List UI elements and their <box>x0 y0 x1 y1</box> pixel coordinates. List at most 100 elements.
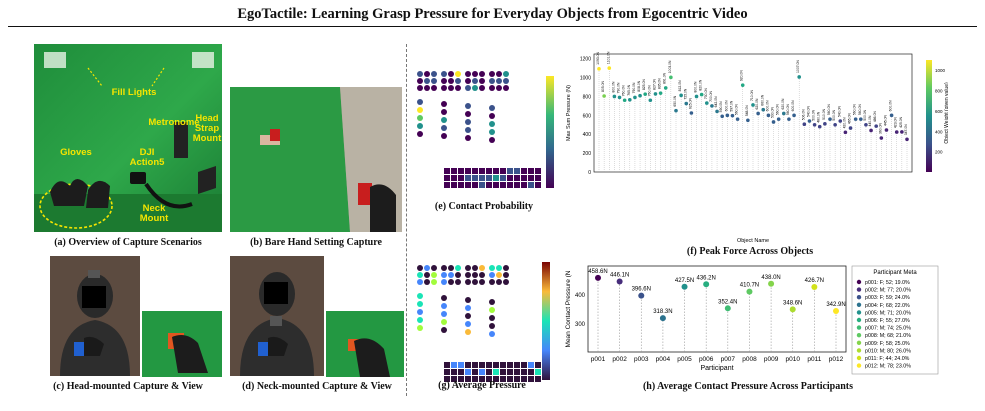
palm-cell <box>486 362 492 368</box>
peak-force-point <box>725 113 730 118</box>
point-value-label: 560.0N <box>786 104 790 115</box>
palm-cell <box>528 369 534 375</box>
point-value-label: 620.0N <box>755 98 759 109</box>
legend-box <box>851 265 939 375</box>
palm-cell <box>472 369 478 375</box>
participant-point <box>724 305 731 312</box>
sensor-cell <box>417 272 423 278</box>
colorbar-tick-label: 800 <box>935 89 943 94</box>
participant-point <box>681 283 688 290</box>
palm-cell <box>444 376 450 382</box>
sensor-cell <box>441 272 447 278</box>
participant-point <box>638 292 645 299</box>
legend-marker <box>856 333 862 338</box>
x-tick-label: p005 <box>677 356 692 363</box>
caption-d: (d) Neck-mounted Capture & View <box>242 381 392 392</box>
palm-cell <box>514 376 520 382</box>
sensor-cell <box>472 85 478 91</box>
point-value-label: 725.0N <box>683 88 687 99</box>
sensor-cell <box>465 71 471 77</box>
palm-cell <box>535 369 541 375</box>
peak-force-point <box>761 107 766 112</box>
hand-sensor-grid <box>417 71 541 188</box>
sensor-cell <box>489 78 495 84</box>
sensor-cell <box>441 85 447 91</box>
sensor-cell <box>465 313 471 319</box>
point-value-label: 506.0N <box>801 109 805 120</box>
sensor-cell <box>448 272 454 278</box>
sensor-cell <box>472 78 478 84</box>
caption-f: (f) Peak Force Across Objects <box>686 246 814 257</box>
palm-cell <box>528 175 534 181</box>
sensor-cell <box>455 272 461 278</box>
sensor-cell <box>465 321 471 327</box>
point-value-label: 360.0N <box>878 123 882 134</box>
peak-force-point <box>812 123 817 127</box>
legend-marker <box>856 310 862 315</box>
peak-force-point <box>838 119 843 123</box>
palm-cell <box>514 369 520 375</box>
point-value-label: 625.0N <box>688 98 692 109</box>
peak-force-point <box>833 123 837 127</box>
peak-force-point <box>597 67 601 71</box>
peak-force-point <box>628 97 632 102</box>
palm-cell <box>514 168 520 174</box>
fill-lights-label: Fill Lights <box>111 87 157 98</box>
legend-entry: p001: F; 52; 19.0% <box>865 280 910 286</box>
peak-force-point <box>643 92 647 96</box>
data-label: 342.9N <box>826 302 845 308</box>
bare-hand-drawing <box>230 87 402 232</box>
point-value-label: 642.0N <box>714 96 718 107</box>
legend-entry: p008: M; 68; 21.0% <box>865 333 911 339</box>
sensor-cell <box>465 119 471 125</box>
sensor-cell <box>489 85 495 91</box>
x-tick-label: p009 <box>764 356 779 363</box>
sensor-cell <box>465 329 471 335</box>
point-value-label: 465.0N <box>848 113 852 124</box>
participant-point <box>789 306 796 313</box>
sensor-cell <box>496 78 502 84</box>
point-value-label: 730.0N <box>704 88 708 99</box>
palm-cell <box>507 175 513 181</box>
point-value-label: 1101.0N <box>606 51 610 64</box>
peak-force-point <box>900 130 904 134</box>
sensor-cell <box>441 319 447 325</box>
sensor-cell <box>441 117 447 123</box>
sensor-cell <box>441 71 447 77</box>
peak-force-point <box>715 109 719 114</box>
y-tick-label: 200 <box>583 151 592 157</box>
sensor-cell <box>489 315 495 321</box>
participant-point <box>703 281 710 288</box>
point-value-label: 812.0N <box>678 80 682 91</box>
sensor-cell <box>465 305 471 311</box>
palm-cell <box>493 182 499 188</box>
peak-force-point <box>674 108 678 113</box>
palm-cell <box>451 175 457 181</box>
palm-cell <box>472 362 478 368</box>
palm-cell <box>465 168 471 174</box>
caption-g: (g) Average Pressure <box>438 380 526 391</box>
sensor-cell <box>489 331 495 337</box>
palm-cell <box>507 376 513 382</box>
legend-entry: p012: M; 78; 23.0% <box>865 364 911 370</box>
sensor-cell <box>431 272 437 278</box>
point-value-label: 548.0N <box>745 105 749 116</box>
point-value-label: 530.0N <box>771 106 775 117</box>
data-label: 426.7N <box>805 278 824 284</box>
neck-mounted-person-drawing <box>230 256 324 376</box>
y-tick-label: 1200 <box>580 57 591 63</box>
sensor-cell <box>479 265 485 271</box>
point-value-label: 600.0N <box>889 100 893 111</box>
point-value-label: 597.0N <box>729 100 733 111</box>
point-value-label: 620.0N <box>781 98 785 109</box>
palm-cell <box>500 182 506 188</box>
sensor-cell <box>479 85 485 91</box>
sensor-cell <box>441 295 447 301</box>
peak-force-chart: 0 200 400 600 800 1000 1200 Max Sum Pressure (N… <box>566 51 948 244</box>
point-value-label: 560.0N <box>827 104 831 115</box>
palm-cell <box>500 362 506 368</box>
palm-cell <box>493 168 499 174</box>
peak-force-point <box>884 128 889 132</box>
sensor-cell <box>417 99 423 105</box>
sensor-cell <box>489 137 495 143</box>
